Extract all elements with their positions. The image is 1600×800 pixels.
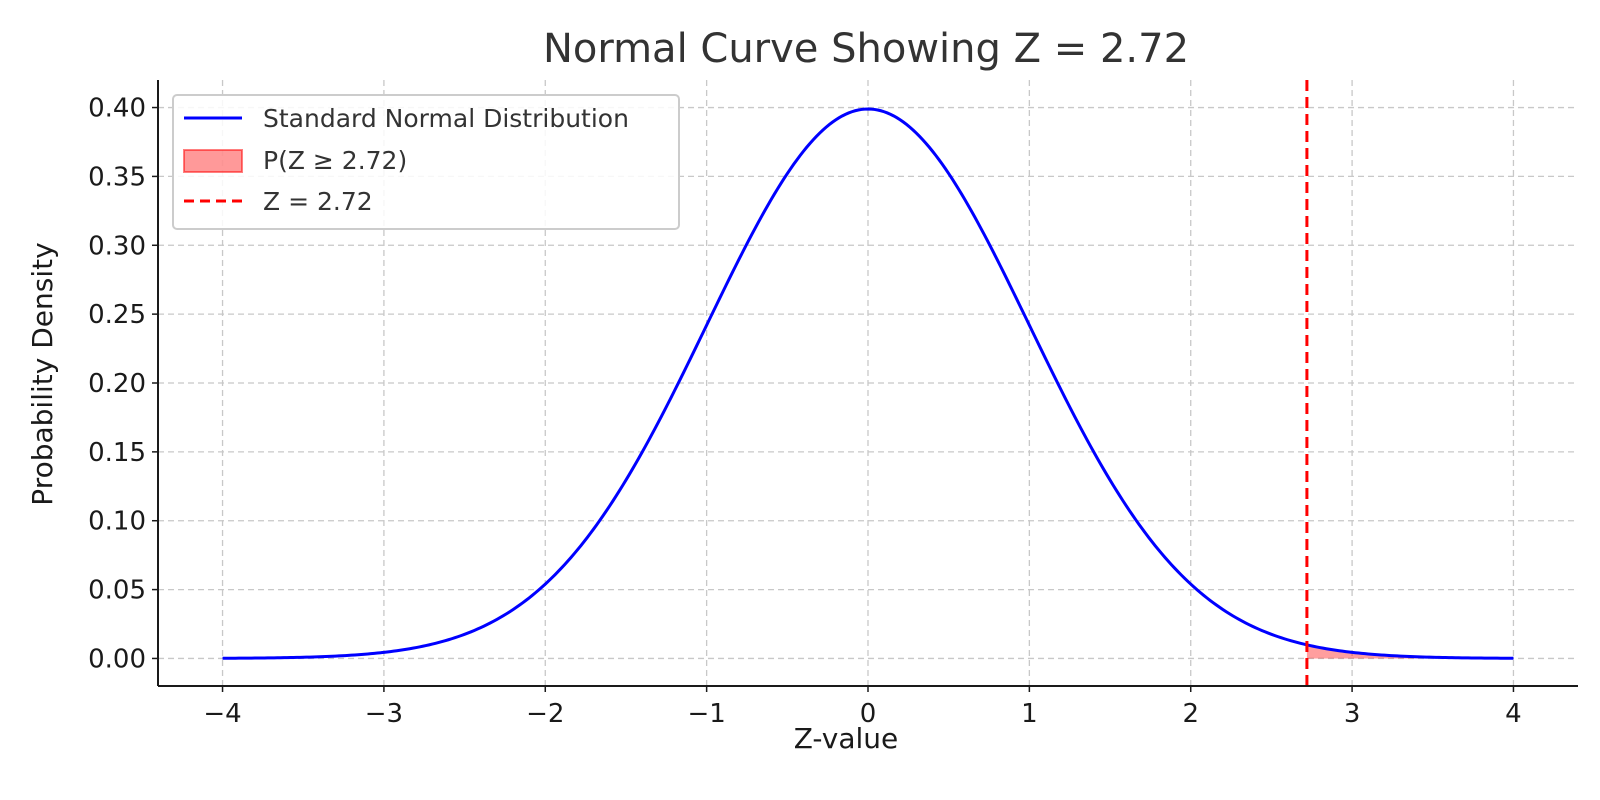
y-tick-label: 0.15 bbox=[88, 438, 146, 468]
y-tick-label: 0.35 bbox=[88, 162, 146, 192]
legend: Standard Normal Distribution P(Z ≥ 2.72)… bbox=[172, 94, 680, 230]
chart-title: Normal Curve Showing Z = 2.72 bbox=[543, 26, 1189, 72]
legend-label-curve: Standard Normal Distribution bbox=[263, 104, 629, 133]
legend-area-swatch bbox=[183, 149, 243, 173]
tick-labels: −4 −3 −2 −1 0 1 2 3 4 0.00 0.05 0.10 0.15 0.20 0.25 0.3… bbox=[88, 94, 1522, 729]
x-tick-label: 0 bbox=[860, 699, 877, 729]
legend-label-vline: Z = 2.72 bbox=[263, 187, 373, 216]
x-tick-label: −3 bbox=[365, 699, 403, 729]
y-tick-label: 0.30 bbox=[88, 231, 146, 261]
y-tick-label: 0.40 bbox=[88, 94, 146, 124]
grid bbox=[158, 80, 1578, 686]
x-tick-label: −2 bbox=[526, 699, 564, 729]
y-tick-label: 0.20 bbox=[88, 369, 146, 399]
y-tick-label: 0.25 bbox=[88, 300, 146, 330]
y-axis-title: Probability Density bbox=[26, 242, 59, 505]
y-tick-label: 0.10 bbox=[88, 507, 146, 537]
normal-curve-line bbox=[222, 107, 1514, 660]
x-tick-label: 3 bbox=[1344, 699, 1361, 729]
y-tick-label: 0.05 bbox=[88, 576, 146, 606]
x-tick-label: −1 bbox=[687, 699, 725, 729]
tail-shaded-area bbox=[1306, 644, 1514, 659]
y-tick-label: 0.00 bbox=[88, 644, 146, 674]
x-tick-label: 4 bbox=[1505, 699, 1522, 729]
x-tick-label: 2 bbox=[1182, 699, 1199, 729]
x-tick-label: −4 bbox=[203, 699, 241, 729]
legend-frame bbox=[172, 94, 680, 230]
legend-label-area: P(Z ≥ 2.72) bbox=[263, 146, 407, 175]
x-axis-title: Z-value bbox=[794, 722, 899, 755]
x-tick-label: 1 bbox=[1021, 699, 1038, 729]
